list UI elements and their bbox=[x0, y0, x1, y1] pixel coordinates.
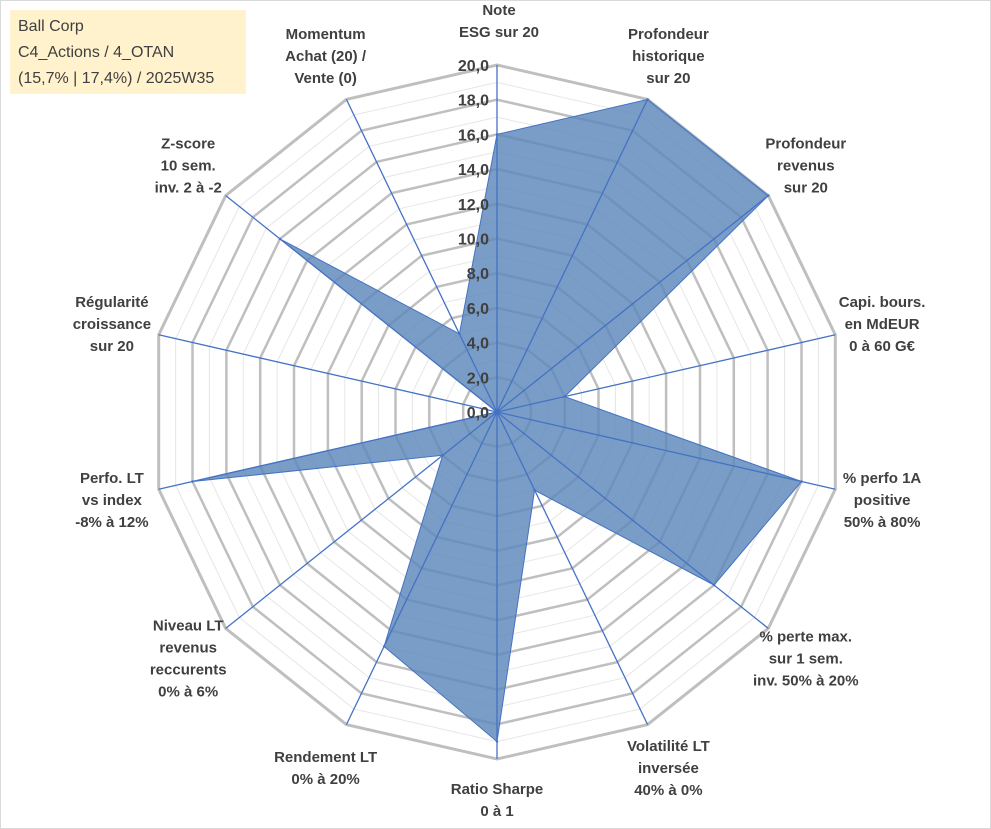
radial-tick-label: 2,0 bbox=[467, 370, 489, 387]
data-point bbox=[495, 410, 499, 414]
category-label-line: Momentum bbox=[286, 26, 366, 43]
category-label-line: reccurents bbox=[150, 661, 227, 678]
category-label-line: positive bbox=[854, 492, 911, 509]
axis-spoke bbox=[496, 334, 836, 413]
axis-spoke bbox=[496, 195, 769, 413]
radial-tick-label: 0,0 bbox=[467, 405, 489, 422]
axis-spoke bbox=[496, 411, 649, 725]
axis-spoke bbox=[158, 334, 498, 413]
category-label: Volatilité LT inversée 40% à 0% bbox=[627, 738, 710, 799]
category-label-line: 40% à 0% bbox=[634, 782, 702, 799]
category-label-line: sur 20 bbox=[784, 180, 828, 197]
data-point bbox=[767, 194, 770, 197]
category-label: Z-score 10 sem. inv. 2 à -2 bbox=[155, 136, 222, 197]
category-label-line: Volatilité LT bbox=[627, 738, 710, 755]
category-label-line: Rendement LT bbox=[274, 749, 377, 766]
axis-spoke bbox=[496, 99, 649, 413]
category-label-line: sur 20 bbox=[90, 338, 134, 355]
radial-tick-label: 14,0 bbox=[458, 162, 489, 179]
category-label-line: Achat (20) / bbox=[285, 48, 367, 65]
data-point bbox=[278, 237, 282, 241]
category-label-line: 0 à 1 bbox=[480, 803, 513, 820]
performance-summary: (15,7% | 17,4%) / 2025W35 bbox=[18, 70, 215, 87]
radial-tick-label: 8,0 bbox=[467, 266, 489, 283]
category-label-line: inv. 2 à -2 bbox=[155, 180, 222, 197]
category-label-line: inversée bbox=[638, 760, 699, 777]
axis-spoke bbox=[496, 411, 769, 629]
category-label-line: 0 à 60 G€ bbox=[849, 338, 916, 355]
radial-tick-label: 20,0 bbox=[458, 58, 489, 75]
radial-tick-label: 12,0 bbox=[458, 197, 489, 214]
category-label: Profondeur historique sur 20 bbox=[628, 26, 709, 87]
radial-tick-label: 18,0 bbox=[458, 93, 489, 110]
category-label-line: croissance bbox=[73, 316, 151, 333]
data-point bbox=[441, 454, 444, 457]
data-point bbox=[191, 480, 194, 483]
category-label-line: 50% à 80% bbox=[844, 514, 921, 531]
company-name: Ball Corp bbox=[18, 18, 84, 35]
category-label-line: Perfo. LT bbox=[80, 470, 144, 487]
category-label-line: % perte max. bbox=[760, 628, 853, 645]
category-label: % perfo 1A positive 50% à 80% bbox=[843, 470, 922, 531]
radial-tick-label: 6,0 bbox=[467, 301, 489, 318]
category-label-line: 10 sem. bbox=[161, 158, 216, 175]
category-label: Momentum Achat (20) / Vente (0) bbox=[285, 26, 367, 87]
category-label-line: vs index bbox=[82, 492, 143, 509]
category-label-line: Niveau LT bbox=[153, 617, 224, 634]
radial-tick-label: 10,0 bbox=[458, 232, 489, 249]
category-label-line: Régularité bbox=[75, 294, 148, 311]
data-point bbox=[800, 480, 803, 483]
data-point bbox=[646, 98, 649, 101]
category-label: Régularité croissance sur 20 bbox=[73, 294, 151, 355]
category-label-line: -8% à 12% bbox=[75, 514, 148, 531]
axis-spoke bbox=[158, 411, 498, 490]
category-label-line: Profondeur bbox=[628, 26, 709, 43]
category-label: Niveau LT revenus reccurents 0% à 6% bbox=[150, 617, 227, 700]
data-point bbox=[563, 395, 566, 398]
category-label-line: en MdEUR bbox=[845, 316, 920, 333]
category-label: Capi. bours. en MdEUR 0 à 60 G€ bbox=[839, 294, 926, 355]
data-point bbox=[495, 133, 499, 136]
category-label-line: Ratio Sharpe bbox=[451, 781, 544, 798]
radial-tick-label: 4,0 bbox=[467, 336, 489, 353]
category-label: Ratio Sharpe 0 à 1 bbox=[451, 781, 544, 820]
category-label-line: Note bbox=[482, 2, 515, 19]
radial-tick-label: 16,0 bbox=[458, 127, 489, 144]
portfolio-name: C4_Actions / 4_OTAN bbox=[18, 44, 175, 61]
category-label-line: 0% à 6% bbox=[158, 683, 218, 700]
info-box: Ball Corp C4_Actions / 4_OTAN (15,7% | 1… bbox=[10, 10, 246, 94]
data-point bbox=[712, 583, 716, 587]
category-label-line: 0% à 20% bbox=[291, 771, 359, 788]
category-label: Perfo. LT vs index -8% à 12% bbox=[75, 470, 148, 531]
data-point bbox=[382, 645, 386, 648]
category-label-line: historique bbox=[632, 48, 705, 65]
axis-spoke bbox=[345, 99, 498, 413]
category-label: % perte max. sur 1 sem. inv. 50% à 20% bbox=[753, 628, 859, 689]
category-label: Profondeur revenus sur 20 bbox=[765, 136, 846, 197]
data-point bbox=[533, 489, 536, 492]
category-label-line: sur 1 sem. bbox=[769, 650, 843, 667]
category-label-line: Vente (0) bbox=[294, 70, 357, 87]
category-label-line: revenus bbox=[777, 158, 835, 175]
axis-spoke bbox=[225, 411, 498, 629]
category-label-line: inv. 50% à 20% bbox=[753, 672, 859, 689]
data-point bbox=[458, 332, 461, 335]
axis-spoke bbox=[225, 195, 498, 413]
category-label-line: ESG sur 20 bbox=[459, 24, 539, 41]
category-label-line: Z-score bbox=[161, 136, 215, 153]
category-label-line: Capi. bours. bbox=[839, 294, 926, 311]
category-label: Rendement LT 0% à 20% bbox=[274, 749, 377, 788]
category-label: Note ESG sur 20 bbox=[459, 2, 539, 41]
axis-spoke bbox=[345, 411, 498, 725]
category-label-line: revenus bbox=[159, 639, 217, 656]
data-point bbox=[495, 740, 499, 743]
category-label-line: Profondeur bbox=[765, 136, 846, 153]
category-label-line: % perfo 1A bbox=[843, 470, 922, 487]
category-label-line: sur 20 bbox=[646, 70, 690, 87]
axis-spoke bbox=[496, 411, 836, 490]
